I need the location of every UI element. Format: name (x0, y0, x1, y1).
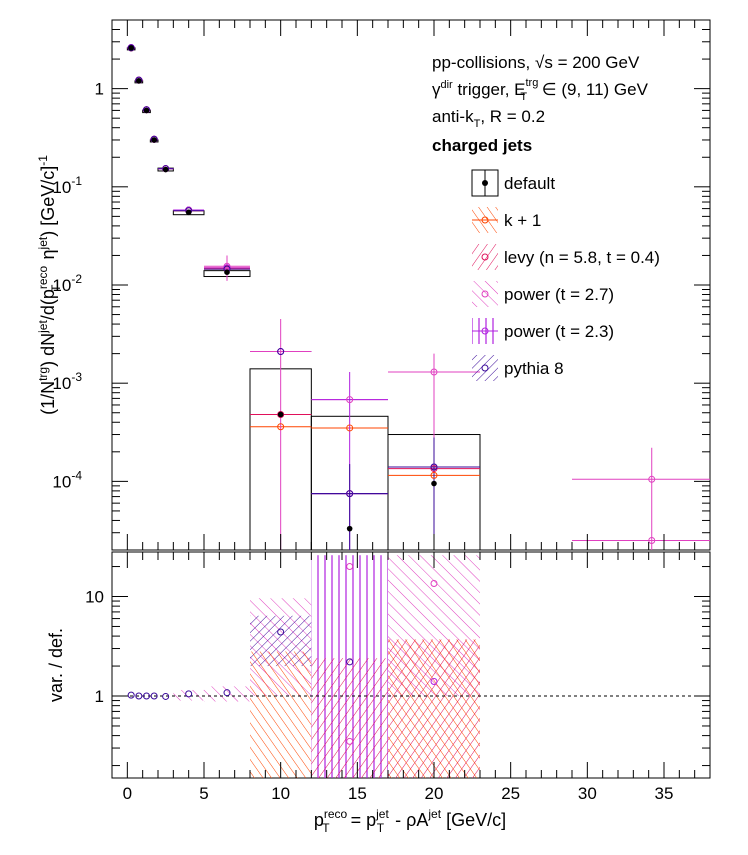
svg-text:power (t = 2.3): power (t = 2.3) (504, 322, 614, 341)
legend-entry-default: default (471, 169, 555, 197)
default-point (346, 525, 353, 532)
x-tick-label: 0 (123, 784, 132, 803)
ratio-band (173, 689, 204, 701)
svg-text:default: default (504, 174, 555, 193)
data-point (430, 463, 438, 471)
ratio-band (250, 651, 312, 778)
legend-entry-pythia-8: pythia 8 (472, 355, 564, 381)
ratio-point (162, 692, 170, 700)
default-point (162, 166, 169, 173)
y-tick-label: 10-1 (52, 174, 82, 197)
data-point (346, 396, 354, 404)
data-point (277, 348, 285, 356)
annotation-algorithm: anti-kT, R = 0.2 (432, 107, 545, 130)
default-point (185, 209, 192, 216)
lower-hatches (173, 555, 480, 778)
ratio-point (185, 690, 193, 698)
data-point (346, 424, 354, 432)
data-point (127, 44, 135, 52)
data-point (648, 475, 656, 483)
legend-entry-levy: levy (n = 5.8, t = 0.4) (472, 244, 660, 270)
annotations: pp-collisions, √s = 200 GeV γdir trigger… (432, 53, 649, 155)
x-axis-label: preco T = pjet T - ρAjet [GeV/c] (314, 807, 506, 835)
x-tick-label: 20 (425, 784, 444, 803)
svg-text:levy (n = 5.8, t = 0.4): levy (n = 5.8, t = 0.4) (504, 248, 660, 267)
x-tick-label: 10 (271, 784, 290, 803)
y-tick-label: 10-2 (52, 272, 82, 295)
y-tick-label-exponent: -4 (71, 468, 82, 482)
lower-axes: 1 10 0 5 10 15 20 25 30 35 (85, 552, 710, 803)
lower-marks (112, 563, 710, 745)
y-tick-label-exponent: -1 (71, 174, 82, 188)
default-point (143, 107, 150, 114)
x-tick-label: 25 (501, 784, 520, 803)
y-tick-label-base: 10 (52, 374, 71, 393)
data-point (277, 410, 285, 418)
data-point (277, 423, 285, 431)
lower-y-axis-label: var. / def. (46, 628, 66, 702)
y-tick-label: 10-4 (52, 468, 82, 491)
y-tick-label: 1 (95, 687, 104, 706)
legend-entry-k-plus-1: k + 1 (472, 207, 541, 233)
ratio-point (277, 628, 285, 636)
data-point (430, 471, 438, 479)
upper-plot-frame (111, 19, 711, 551)
ratio-point (430, 580, 438, 588)
default-point (128, 45, 134, 51)
ratio-point (127, 691, 135, 699)
y-tick-label-base: 10 (52, 472, 71, 491)
ratio-point (430, 677, 438, 685)
svg-text:k + 1: k + 1 (504, 211, 541, 230)
y-tick-label: 1 (95, 80, 104, 99)
ratio-band (311, 658, 388, 778)
x-tick-label: 35 (655, 784, 674, 803)
legend-entry-power-2-7: power (t = 2.7) (472, 281, 614, 307)
ratio-point (346, 737, 354, 745)
data-point (346, 490, 354, 498)
annotation-charged-jets: charged jets (432, 136, 532, 155)
ratio-point (223, 689, 231, 697)
ratio-point (143, 692, 150, 700)
ratio-point (346, 563, 354, 571)
data-point (430, 368, 438, 376)
y-tick-label: 10-3 (52, 370, 82, 393)
y-tick-label-base: 10 (52, 178, 71, 197)
svg-text:pythia 8: pythia 8 (504, 359, 564, 378)
ratio-point (346, 658, 354, 666)
default-point (277, 411, 284, 418)
default-point (431, 480, 437, 487)
svg-text:power (t = 2.7): power (t = 2.7) (504, 285, 614, 304)
y-tick-label-base: 10 (52, 276, 71, 295)
y-tick-label-exponent: -2 (71, 272, 82, 286)
x-tick-label: 5 (199, 784, 208, 803)
y-tick-label-exponent: -3 (71, 370, 82, 384)
ratio-point (150, 692, 158, 700)
upper-y-axis-label: (1/Ntrg) dNjet/d(precoT ηjet) [GeV/c]-1 (36, 155, 63, 415)
upper-marks (127, 44, 710, 550)
data-point (648, 536, 656, 544)
legend: default k + 1 levy (n = 5.8, t = 0.4) po… (471, 169, 660, 381)
default-point (151, 137, 157, 143)
ratio-band (388, 639, 480, 778)
default-point (136, 78, 142, 84)
x-tick-label: 30 (578, 784, 597, 803)
annotation-trigger: γdir trigger, Etrg T ∈ (9, 11) GeV (432, 77, 649, 103)
annotation-collisions: pp-collisions, √s = 200 GeV (432, 53, 640, 72)
ratio-point (135, 692, 143, 700)
upper-boxes (126, 47, 481, 551)
y-tick-label: 10 (85, 587, 104, 606)
x-tick-label: 15 (348, 784, 367, 803)
legend-entry-power-2-3: power (t = 2.3) (472, 318, 614, 344)
ratio-band (204, 686, 250, 702)
default-point (224, 269, 230, 276)
upper-axes: 10-410-310-210-11 (52, 19, 710, 551)
